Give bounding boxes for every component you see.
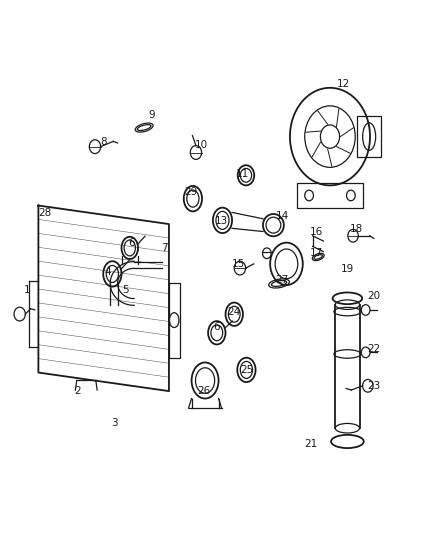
Text: 24: 24	[228, 306, 241, 317]
Text: 6: 6	[129, 238, 135, 248]
Text: 6: 6	[213, 322, 220, 333]
Text: 14: 14	[276, 211, 289, 221]
Text: 15: 15	[232, 259, 245, 269]
Text: 29: 29	[184, 187, 198, 197]
Text: 11: 11	[237, 169, 250, 179]
Text: 21: 21	[304, 439, 317, 449]
Text: 2: 2	[74, 386, 81, 396]
Text: 26: 26	[197, 386, 210, 396]
Text: 23: 23	[367, 381, 380, 391]
Text: 20: 20	[367, 290, 380, 301]
Text: 17: 17	[310, 248, 324, 259]
Text: 10: 10	[195, 140, 208, 150]
Text: 8: 8	[100, 137, 107, 147]
Text: 13: 13	[215, 216, 228, 227]
Bar	[297, 183, 363, 208]
Text: 19: 19	[341, 264, 354, 274]
Text: 18: 18	[350, 224, 363, 235]
Text: 28: 28	[38, 208, 52, 219]
Text: 3: 3	[111, 418, 118, 428]
Text: 9: 9	[148, 110, 155, 120]
Text: 16: 16	[310, 227, 324, 237]
Text: 7: 7	[161, 243, 168, 253]
Text: 22: 22	[367, 344, 380, 354]
Text: 27: 27	[276, 274, 289, 285]
Text: 4: 4	[105, 267, 111, 277]
Text: 25: 25	[240, 365, 254, 375]
Bar	[357, 116, 381, 157]
Text: 5: 5	[122, 285, 129, 295]
Text: 1: 1	[24, 285, 31, 295]
Text: 12: 12	[336, 78, 350, 88]
Bar	[169, 282, 180, 358]
